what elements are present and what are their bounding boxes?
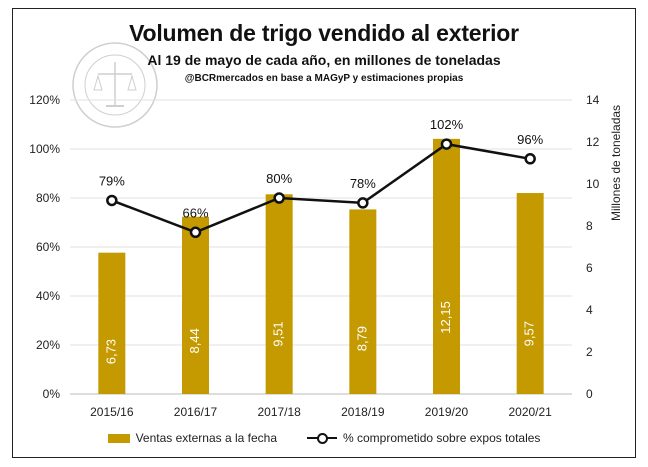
y-right-tick-label: 6 <box>586 261 593 275</box>
y-left-tick-label: 20% <box>36 338 60 352</box>
y-right-tick-label: 10 <box>586 177 600 191</box>
y-axis-right: 0 2 4 6 8 10 12 14 <box>586 93 600 401</box>
legend-bar-swatch <box>107 433 130 443</box>
bar-data-label: 9,51 <box>271 321 286 346</box>
bar-data-label: 6,73 <box>103 339 118 364</box>
bar <box>182 216 209 394</box>
y-right-tick-label: 0 <box>586 387 593 401</box>
line-data-label: 79% <box>99 173 125 188</box>
x-tick-label: 2015/16 <box>90 405 134 419</box>
x-tick-label: 2019/20 <box>425 405 469 419</box>
bar <box>98 252 126 394</box>
legend-label-line: % comprometido sobre expos totales <box>343 431 541 445</box>
line-data-label: 102% <box>430 117 464 132</box>
x-tick-label: 2018/19 <box>341 405 385 419</box>
bar-data-label: 9,57 <box>522 321 537 346</box>
line-points <box>106 138 536 239</box>
y-right-tick-label: 12 <box>586 135 600 149</box>
y-left-tick-label: 100% <box>29 142 60 156</box>
y-right-tick-label: 2 <box>586 345 593 359</box>
bar-data-label: 8,44 <box>187 328 202 353</box>
line-point <box>357 197 369 209</box>
legend-item-line: % comprometido sobre expos totales <box>307 431 540 445</box>
y-right-tick-label: 4 <box>586 303 593 317</box>
line-data-label: 96% <box>517 132 543 147</box>
x-tick-label: 2016/17 <box>174 405 218 419</box>
line-point <box>524 153 536 165</box>
y-left-tick-label: 120% <box>29 93 60 107</box>
legend-item-bars: Ventas externas a la fecha <box>107 431 277 445</box>
bar-data-label: 12,15 <box>438 301 453 334</box>
y-left-tick-label: 80% <box>36 191 60 205</box>
y-axis-left: 0% 20% 40% 60% 80% 100% 120% <box>29 93 60 401</box>
y-left-tick-label: 60% <box>36 240 60 254</box>
y-axis-right-title: Millones de toneladas <box>609 105 623 221</box>
line-point <box>189 226 202 239</box>
bar-data-labels: 6,73 8,44 9,51 8,79 12,15 9,57 <box>103 301 536 364</box>
legend: Ventas externas a la fecha % comprometid… <box>0 431 648 445</box>
y-right-tick-label: 14 <box>586 93 600 107</box>
line-series <box>111 142 531 234</box>
bar-series <box>98 138 544 394</box>
bar <box>265 194 293 394</box>
gridlines <box>70 99 572 395</box>
watermark-seal <box>72 42 158 128</box>
bar <box>433 138 460 394</box>
legend-line-swatch <box>307 432 337 444</box>
x-axis: 2015/16 2016/17 2017/18 2018/19 2019/20 2020/… <box>90 405 552 419</box>
line-data-label: 80% <box>266 171 292 186</box>
chart-title: Volumen de trigo vendido al exterior <box>129 20 519 46</box>
chart-source: @BCRmercados en base a MAGyP y estimacio… <box>184 73 464 84</box>
y-left-tick-label: 0% <box>43 387 61 401</box>
y-right-tick-label: 8 <box>586 219 593 233</box>
legend-label-bars: Ventas externas a la fecha <box>135 431 277 445</box>
x-tick-label: 2020/21 <box>508 405 552 419</box>
line-data-labels: 79% 66% 80% 78% 102% 96% <box>99 117 544 220</box>
line-point <box>440 138 453 150</box>
y-left-tick-label: 40% <box>36 289 60 303</box>
line-data-label: 78% <box>350 176 376 191</box>
bar <box>349 209 377 394</box>
line-path <box>111 142 531 234</box>
line-point <box>273 192 285 204</box>
x-tick-label: 2017/18 <box>257 405 301 419</box>
bar-data-label: 8,79 <box>354 326 369 351</box>
line-point <box>106 194 118 207</box>
line-data-label: 66% <box>182 205 208 220</box>
bar <box>516 193 544 394</box>
chart-subtitle: Al 19 de mayo de cada año, en millones d… <box>147 52 501 68</box>
